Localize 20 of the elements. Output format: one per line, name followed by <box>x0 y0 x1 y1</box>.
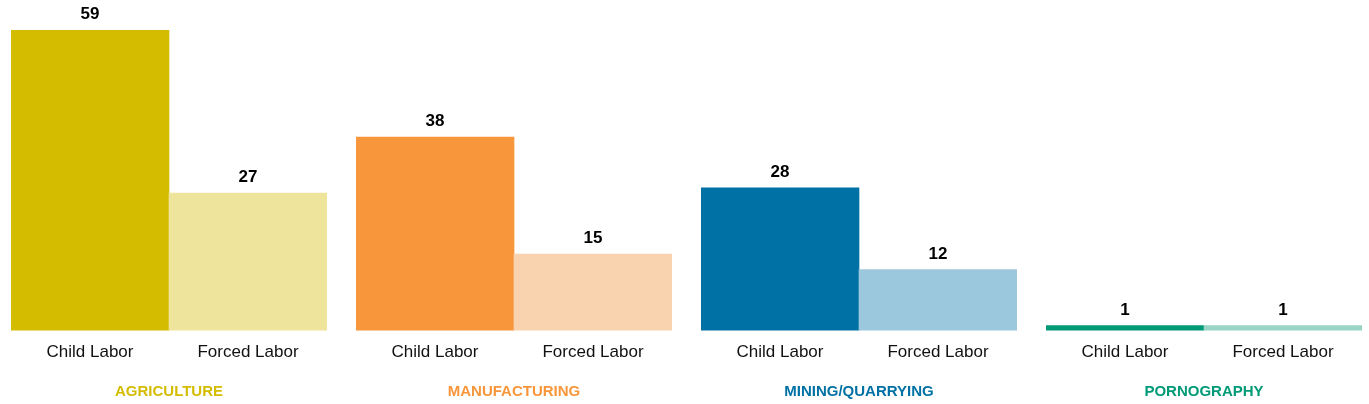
x-tick-label: Child Labor <box>1081 342 1169 362</box>
data-label: 27 <box>238 167 258 187</box>
x-tick-label: Child Labor <box>46 342 134 362</box>
x-tick-label: Child Labor <box>736 342 824 362</box>
x-tick-label: Child Labor <box>391 342 479 362</box>
data-label: 59 <box>80 4 100 24</box>
data-label: 1 <box>1278 299 1288 319</box>
data-label: 38 <box>425 111 445 131</box>
x-axis-title: MINING/QUARRYING <box>784 382 934 400</box>
x-tick-label: Forced Labor <box>887 342 989 362</box>
data-label: 15 <box>583 228 603 248</box>
data-label: 12 <box>928 243 948 263</box>
data-label: 28 <box>770 162 790 182</box>
x-axis-title: AGRICULTURE <box>114 382 224 400</box>
x-tick-label: Forced Labor <box>542 342 644 362</box>
x-tick-label: Forced Labor <box>1232 342 1334 362</box>
x-axis-title: PORNOGRAPHY <box>1144 382 1264 400</box>
data-label: 1 <box>1120 299 1130 319</box>
x-tick-label: Forced Labor <box>197 342 299 362</box>
x-axis-title: MANUFACTURING <box>447 382 581 400</box>
